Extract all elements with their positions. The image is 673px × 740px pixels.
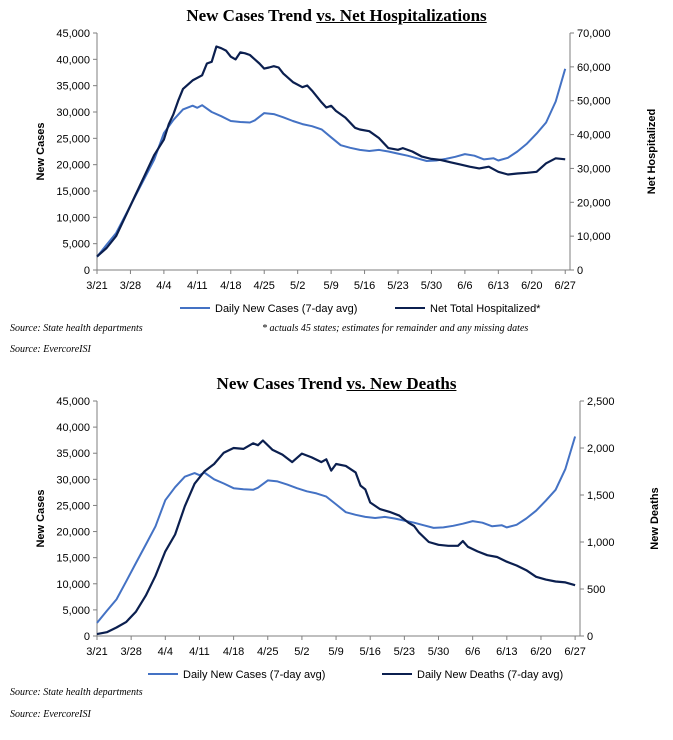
x-tick-label: 3/21 [86, 646, 107, 658]
y-tick-label-left: 45,000 [56, 396, 90, 408]
series-line-deaths [96, 439, 576, 636]
y-tick-label-right: 2,000 [587, 443, 615, 455]
x-tick-label: 5/16 [354, 280, 375, 292]
y-tick-label-right: 0 [577, 265, 583, 277]
y-tick-label-left: 0 [84, 631, 90, 643]
source-text: Source: State health departments [10, 687, 143, 698]
x-tick-label: 4/11 [187, 280, 208, 292]
chart-title-main: New Cases Trend [186, 6, 317, 25]
chart-title-underlined: vs. New Deaths [346, 374, 457, 393]
x-tick-label: 6/27 [555, 280, 576, 292]
y-tick-label-left: 25,000 [56, 500, 90, 512]
x-tick-label: 6/6 [465, 646, 480, 658]
series-line-new-cases [96, 436, 577, 624]
y-tick-label-right: 50,000 [577, 96, 611, 108]
x-tick-label: 5/9 [328, 646, 343, 658]
y-tick-label-left: 35,000 [56, 448, 90, 460]
x-tick-label: 5/30 [428, 646, 449, 658]
source-text-evercore: Source: EvercoreISI [10, 344, 91, 355]
x-tick-label: 5/2 [294, 646, 309, 658]
x-tick-label: 6/13 [496, 646, 517, 658]
source-text: Source: State health departments [10, 323, 143, 334]
y-tick-label-right: 40,000 [577, 130, 611, 142]
y-tick-label-left: 5,000 [62, 239, 90, 251]
x-tick-label: 3/28 [120, 280, 141, 292]
x-tick-label: 4/4 [156, 280, 171, 292]
x-tick-label: 4/25 [254, 280, 275, 292]
y-tick-label-left: 0 [84, 265, 90, 277]
y-tick-label-right: 2,500 [587, 396, 615, 408]
x-tick-label: 5/23 [387, 280, 408, 292]
y-tick-label-right: 500 [587, 584, 605, 596]
y-tick-label-right: 10,000 [577, 231, 611, 243]
footnote: * actuals 45 states; estimates for remai… [262, 323, 528, 334]
y-tick-label-left: 40,000 [56, 422, 90, 434]
x-tick-label: 6/13 [488, 280, 509, 292]
chart-svg-hospitalizations: 0 5,000 10,000 15,000 20,000 25,000 30,000 35,0… [10, 28, 658, 355]
chart-title: New Cases Trend vs. Net Hospitalizations [0, 6, 673, 26]
y-tick-label-left: 5,000 [62, 605, 90, 617]
y-tick-label-right: 60,000 [577, 62, 611, 74]
x-tick-label: 5/16 [360, 646, 381, 658]
y-axis-title-right: New Deaths [649, 487, 661, 549]
x-tick-label: 5/23 [394, 646, 415, 658]
x-tick-label: 4/4 [158, 646, 173, 658]
legend-label: Daily New Deaths (7-day avg) [417, 669, 563, 681]
y-tick-label-right: 0 [587, 631, 593, 643]
y-tick-label-left: 40,000 [56, 54, 90, 66]
y-tick-label-left: 45,000 [56, 28, 90, 40]
y-tick-label-left: 10,000 [56, 212, 90, 224]
y-tick-label-left: 20,000 [56, 160, 90, 172]
x-tick-label: 4/25 [257, 646, 278, 658]
x-tick-label: 6/20 [530, 646, 551, 658]
chart-panel-deaths: New Cases Trend vs. New Deaths 0 5,000 10,… [0, 368, 673, 740]
y-tick-label-right: 1,500 [587, 490, 615, 502]
legend-label: Daily New Cases (7-day avg) [183, 669, 325, 681]
x-tick-label: 5/30 [421, 280, 442, 292]
x-tick-label: 6/27 [564, 646, 585, 658]
y-tick-label-right: 30,000 [577, 163, 611, 175]
series-line-hospitalized [96, 45, 566, 258]
chart-title-underlined: vs. Net Hospitalizations [316, 6, 487, 25]
y-tick-label-left: 35,000 [56, 81, 90, 93]
x-tick-label: 4/18 [220, 280, 241, 292]
source-text-evercore: Source: EvercoreISI [10, 709, 91, 720]
x-tick-label: 6/20 [521, 280, 542, 292]
y-axis-title-left: New Cases [35, 489, 47, 547]
y-tick-label-left: 20,000 [56, 527, 90, 539]
y-axis-title-right: Net Hospitalized [646, 109, 658, 195]
x-tick-label: 4/18 [223, 646, 244, 658]
y-tick-label-left: 10,000 [56, 579, 90, 591]
x-tick-label: 5/9 [323, 280, 338, 292]
legend-label: Daily New Cases (7-day avg) [215, 303, 357, 315]
y-tick-label-left: 15,000 [56, 186, 90, 198]
chart-panel-hospitalizations: New Cases Trend vs. Net Hospitalizations… [0, 0, 673, 365]
y-tick-label-left: 15,000 [56, 553, 90, 565]
y-tick-label-left: 25,000 [56, 133, 90, 145]
chart-svg-deaths: 0 5,000 10,000 15,000 20,000 25,000 30,000 35,0… [10, 396, 661, 720]
y-tick-label-left: 30,000 [56, 474, 90, 486]
x-tick-label: 4/11 [189, 646, 210, 658]
y-tick-label-right: 70,000 [577, 28, 611, 40]
y-tick-label-right: 1,000 [587, 537, 615, 549]
series-line-new-cases [96, 68, 567, 258]
x-tick-label: 5/2 [290, 280, 305, 292]
y-axis-title-left: New Cases [35, 122, 47, 180]
y-tick-label-left: 30,000 [56, 107, 90, 119]
x-tick-label: 6/6 [457, 280, 472, 292]
legend-label: Net Total Hospitalized* [430, 303, 541, 315]
x-tick-label: 3/28 [120, 646, 141, 658]
chart-title-main: New Cases Trend [216, 374, 347, 393]
chart-title: New Cases Trend vs. New Deaths [0, 374, 673, 394]
y-tick-label-right: 20,000 [577, 197, 611, 209]
x-tick-label: 3/21 [86, 280, 107, 292]
